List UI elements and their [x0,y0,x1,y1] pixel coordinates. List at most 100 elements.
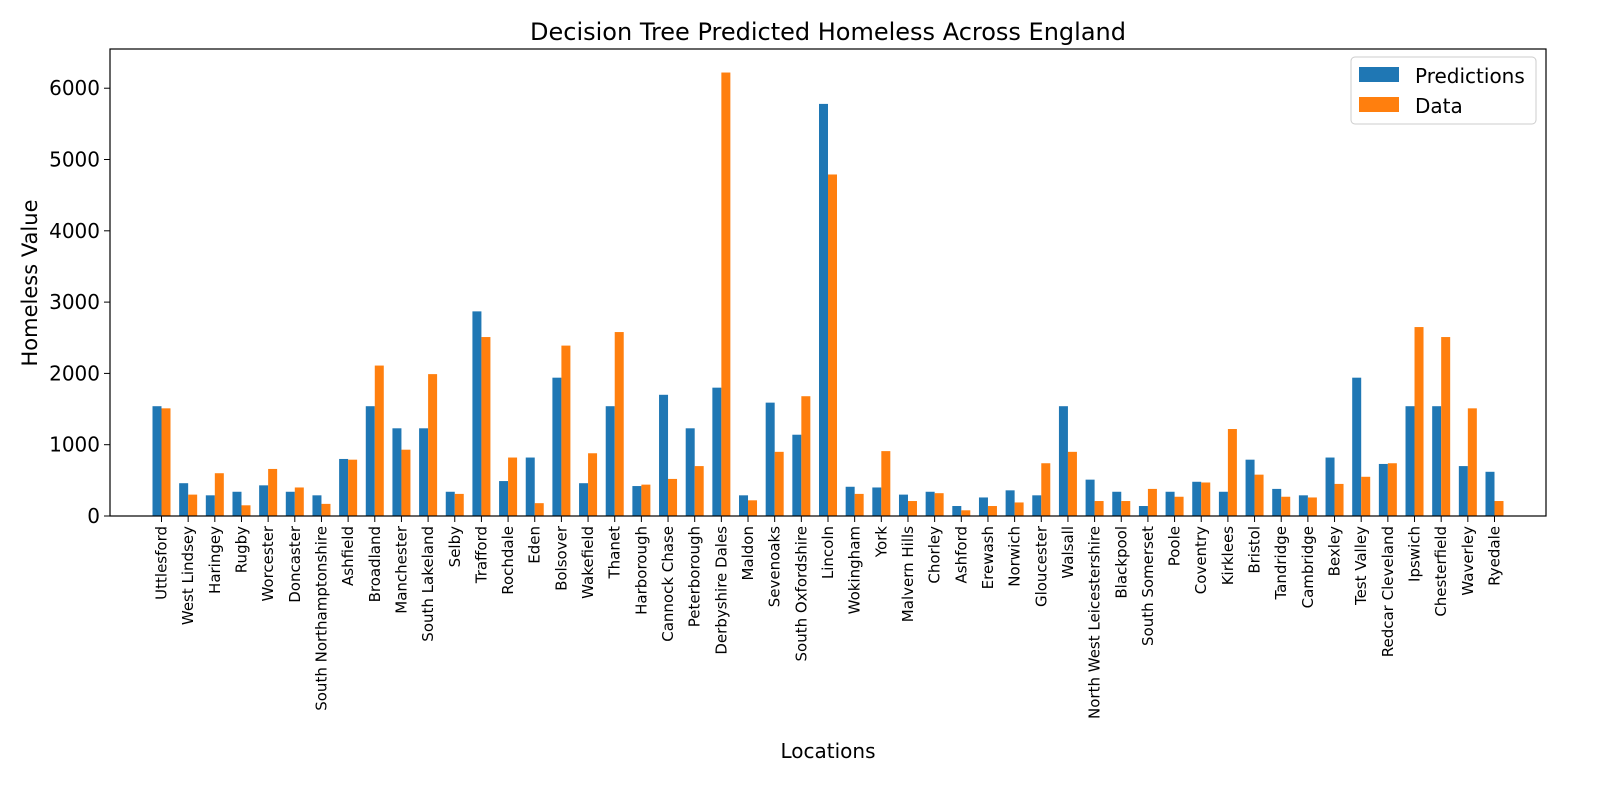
x-tick-label-16: Wakefield [579,526,597,599]
x-tick-label-42: Tandridge [1272,526,1290,601]
plot-frame [109,48,1547,517]
bar-predictions-27 [872,487,882,516]
bar-data-17 [614,332,624,516]
bar-data-49 [1467,408,1477,516]
bar-predictions-21 [712,387,722,516]
x-tick-label-22: Maldon [739,526,757,581]
x-tick-label-23: Sevenoaks [766,526,784,607]
bar-data-18 [641,484,651,516]
y-axis-title: Homeless Value [18,200,42,367]
x-tick-label-19: Cannock Chase [659,526,677,642]
x-tick-label-14: Eden [526,526,544,564]
bar-data-33 [1041,463,1051,516]
y-tick-label-4: 4000 [49,219,100,243]
bar-data-19 [668,478,678,516]
bar-data-48 [1441,337,1451,516]
bar-data-50 [1494,501,1504,516]
bar-data-39 [1201,482,1211,516]
x-tick-label-29: Chorley [926,526,944,584]
legend-label-predictions: Predictions [1415,64,1525,88]
bar-predictions-4 [259,485,269,516]
legend: Predictions Data [1350,56,1537,125]
bar-predictions-43 [1298,495,1308,516]
x-tick-label-45: Test Valley [1352,526,1370,606]
bar-data-11 [454,493,464,516]
y-axis-ticks: 0 1000 2000 3000 4000 5000 6000 [49,76,110,528]
x-tick-label-28: Malvern Hills [899,526,917,622]
x-tick-label-10: South Lakeland [419,526,437,642]
bar-data-35 [1094,501,1104,516]
bar-predictions-10 [419,428,429,516]
bar-data-31 [987,506,997,516]
x-tick-label-36: Blackpool [1112,526,1130,599]
x-tick-label-8: Broadland [366,526,384,602]
bar-data-23 [774,451,784,516]
x-tick-label-12: Trafford [472,526,490,584]
bar-predictions-14 [525,457,535,516]
bar-data-47 [1414,327,1424,516]
bar-data-38 [1174,496,1184,516]
bar-predictions-48 [1432,406,1442,516]
bar-predictions-0 [152,406,162,516]
bar-data-6 [321,503,331,516]
bar-data-25 [828,174,837,517]
bar-data-16 [588,453,598,516]
bar-predictions-1 [179,483,189,516]
bar-data-8 [374,365,384,516]
bars-group [152,72,1504,517]
bar-predictions-25 [819,103,828,517]
bar-data-28 [907,501,917,516]
bar-predictions-3 [232,491,242,516]
bar-data-37 [1147,488,1157,516]
bar-predictions-22 [739,495,749,516]
x-tick-label-21: Derbyshire Dales [712,526,730,655]
bar-predictions-17 [605,406,615,516]
x-tick-label-44: Bexley [1326,526,1344,577]
bar-predictions-6 [312,495,322,516]
bar-data-9 [401,449,411,516]
x-tick-label-50: Ryedale [1486,526,1504,586]
bar-predictions-36 [1112,491,1122,516]
x-tick-label-2: Haringey [206,526,224,594]
x-tick-label-4: Worcester [259,525,277,601]
bar-data-10 [428,374,438,516]
bar-data-41 [1254,474,1264,516]
chart-title: Decision Tree Predicted Homeless Across … [530,18,1126,46]
bar-data-0 [161,408,171,516]
bar-predictions-8 [365,406,375,516]
bar-predictions-44 [1325,457,1335,516]
x-tick-label-49: Waverley [1459,526,1477,596]
legend-swatch-data [1359,97,1399,112]
bar-predictions-23 [765,402,775,516]
bar-predictions-47 [1405,406,1415,516]
bar-predictions-41 [1245,459,1255,516]
bar-predictions-37 [1138,506,1148,516]
y-tick-label-2: 2000 [49,361,100,385]
bar-data-42 [1281,496,1291,516]
bar-predictions-11 [445,491,455,516]
bar-data-20 [694,466,704,516]
bar-data-32 [1014,502,1024,516]
bar-predictions-15 [552,377,562,516]
bar-data-26 [854,493,864,516]
y-tick-label-6: 6000 [49,76,100,100]
x-tick-label-3: Rugby [232,526,250,573]
x-tick-label-25: Lincoln [819,526,837,579]
bar-predictions-30 [952,506,962,516]
bar-predictions-20 [685,428,695,516]
bar-data-45 [1361,476,1371,516]
x-tick-label-43: Cambridge [1299,526,1317,608]
bar-data-29 [934,493,944,516]
y-tick-label-0: 0 [87,504,100,528]
x-tick-label-15: Bolsover [552,525,570,591]
bar-predictions-50 [1485,471,1495,516]
bar-data-1 [188,494,198,516]
bar-predictions-2 [205,495,215,516]
bar-data-2 [214,473,224,516]
bar-predictions-45 [1352,377,1362,516]
x-tick-label-41: Bristol [1246,526,1264,574]
bar-predictions-49 [1458,466,1468,516]
bar-data-36 [1121,501,1131,516]
bar-predictions-12 [472,311,482,516]
